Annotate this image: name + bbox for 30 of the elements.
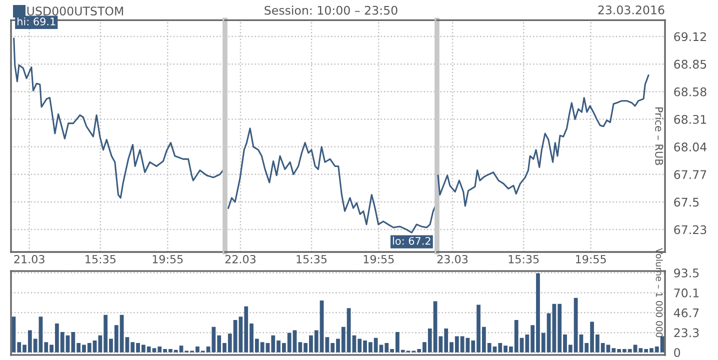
x-tick-label: 19:55: [576, 254, 606, 264]
x-tick-label: 15:35: [508, 254, 539, 264]
y-tick-label: 23.3: [674, 328, 699, 338]
y-tick-label: 68.85: [674, 60, 706, 69]
x-tick-label: 19:55: [364, 254, 394, 264]
y-tick-label: 68.31: [674, 114, 706, 124]
x-tick-label: 19:55: [152, 254, 183, 264]
y-tick-label: 70.1: [674, 288, 699, 298]
x-tick-label: 23.03: [437, 254, 468, 264]
x-tick-label: 21.03: [14, 254, 44, 264]
x-tick-label: 15:35: [86, 254, 116, 264]
y-tick-label: 68.58: [674, 87, 706, 96]
y-tick-label: 0: [674, 348, 680, 358]
y-axis-title: Price – RUB: [655, 107, 664, 165]
chart-title: Session: 10:00 – 23:50: [264, 6, 398, 15]
x-tick-label: 15:35: [296, 254, 327, 264]
x-tick-label: 22.03: [225, 254, 256, 264]
text: 23.03.2016: [598, 5, 664, 14]
y-axis-title: Volume – 1 000 000: [656, 248, 663, 338]
y-tick-label: 93.5: [674, 268, 699, 278]
annotation: hi: 69.1: [18, 17, 56, 26]
annotation: lo: 67.2: [393, 236, 430, 245]
legend-label: USD000UTSTOM: [27, 6, 123, 16]
y-tick-label: 67.77: [674, 170, 706, 180]
line-series: [437, 74, 650, 207]
y-tick-label: 68.04: [674, 142, 706, 152]
y-tick-label: 69.12: [674, 32, 706, 42]
y-tick-label: 46.7: [674, 308, 699, 318]
y-tick-label: 67.5: [674, 198, 699, 207]
y-tick-label: 67.23: [674, 225, 706, 234]
